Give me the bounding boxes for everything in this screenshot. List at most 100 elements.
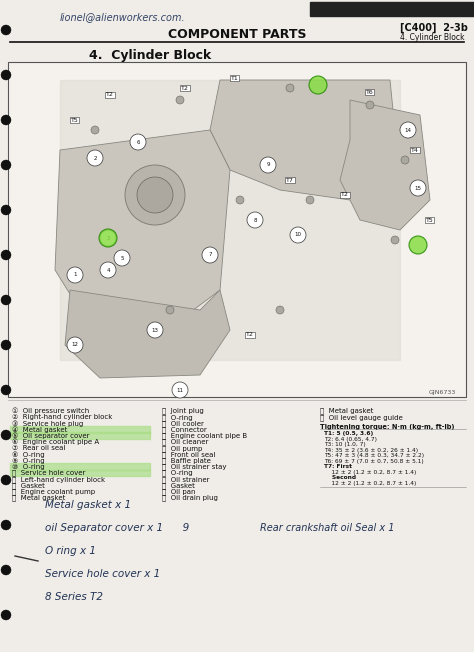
Text: T6: 69 ± 7 (7.0 ± 0.7, 50.8 ± 5.1): T6: 69 ± 7 (7.0 ± 0.7, 50.8 ± 5.1)	[324, 459, 424, 464]
Text: ⑱  Oil cooler: ⑱ Oil cooler	[162, 420, 204, 426]
Text: ⑳  Engine coolant pipe B: ⑳ Engine coolant pipe B	[162, 432, 247, 439]
Text: T6: T6	[366, 89, 374, 95]
Circle shape	[147, 322, 163, 338]
Circle shape	[1, 340, 11, 350]
Text: T5: 47 ± 3 (4.8 ± 0.3, 34.7 ± 2.2): T5: 47 ± 3 (4.8 ± 0.3, 34.7 ± 2.2)	[324, 453, 424, 458]
Text: 7: 7	[208, 252, 212, 258]
Text: ⑽  Oil drain plug: ⑽ Oil drain plug	[162, 494, 218, 501]
Text: ⑰  O-ring: ⑰ O-ring	[162, 414, 192, 421]
Circle shape	[1, 160, 11, 170]
Circle shape	[100, 262, 116, 278]
Circle shape	[276, 306, 284, 314]
Circle shape	[1, 70, 11, 80]
Circle shape	[366, 101, 374, 109]
Bar	[10, 426, 150, 433]
Circle shape	[166, 306, 174, 314]
Text: ⑮  Metal gasket: ⑮ Metal gasket	[12, 494, 65, 501]
Text: ⑦  Rear oil seal: ⑦ Rear oil seal	[12, 445, 65, 451]
Text: ⑹  O-ring: ⑹ O-ring	[162, 469, 192, 477]
Circle shape	[1, 475, 11, 485]
Text: GJN6733: GJN6733	[428, 390, 456, 395]
Polygon shape	[340, 100, 430, 230]
Text: ⑤  Oil separator cover: ⑤ Oil separator cover	[12, 432, 90, 439]
Circle shape	[87, 150, 103, 166]
Text: ①  Oil pressure switch: ① Oil pressure switch	[12, 408, 89, 414]
Text: 6: 6	[136, 140, 140, 145]
Circle shape	[286, 84, 294, 92]
Text: 10: 10	[294, 233, 301, 237]
Circle shape	[100, 230, 116, 246]
Circle shape	[91, 126, 99, 134]
Circle shape	[176, 96, 184, 104]
Bar	[8, 62, 466, 397]
Circle shape	[130, 134, 146, 150]
Text: ②  Right-hand cylinder block: ② Right-hand cylinder block	[12, 414, 112, 420]
Text: 12: 12	[72, 342, 79, 348]
Text: 14: 14	[404, 128, 411, 132]
Text: T5: T5	[426, 218, 434, 222]
Text: ④  Metal gasket: ④ Metal gasket	[12, 426, 67, 433]
Polygon shape	[65, 290, 230, 378]
Text: T5: T5	[71, 117, 79, 123]
Text: ⑧  O-ring: ⑧ O-ring	[12, 451, 45, 458]
Circle shape	[1, 610, 11, 620]
Text: T4: 35 ± 2 (3.6 ± 0.2, 26 ± 1.4): T4: 35 ± 2 (3.6 ± 0.2, 26 ± 1.4)	[324, 448, 418, 453]
Text: T1: T1	[231, 76, 239, 80]
Circle shape	[114, 250, 130, 266]
Text: 12 ± 2 (1.2 ± 0.2, 8.7 ± 1.4): 12 ± 2 (1.2 ± 0.2, 8.7 ± 1.4)	[324, 470, 416, 475]
Text: 8 Series T2: 8 Series T2	[45, 592, 103, 602]
Text: T3: 10 (1.0, 7): T3: 10 (1.0, 7)	[324, 443, 366, 447]
Circle shape	[99, 229, 117, 247]
Circle shape	[260, 157, 276, 173]
Polygon shape	[55, 130, 230, 320]
Circle shape	[125, 165, 185, 225]
Circle shape	[67, 337, 83, 353]
Circle shape	[306, 196, 314, 204]
Text: T2: T2	[341, 192, 349, 198]
Circle shape	[1, 430, 11, 440]
Circle shape	[172, 382, 188, 398]
Text: ⑺  Oil strainer: ⑺ Oil strainer	[162, 476, 210, 482]
Text: ⑼  Oil pan: ⑼ Oil pan	[162, 488, 195, 495]
Text: T7: First: T7: First	[324, 464, 352, 469]
Text: Metal gasket x 1: Metal gasket x 1	[45, 500, 131, 510]
Text: ⑨  O-ring: ⑨ O-ring	[12, 458, 45, 464]
Circle shape	[1, 250, 11, 260]
Polygon shape	[210, 80, 400, 200]
Circle shape	[401, 156, 409, 164]
Text: ⑷  Baffle plate: ⑷ Baffle plate	[162, 457, 211, 464]
Text: ⑶  Front oil seal: ⑶ Front oil seal	[162, 451, 215, 458]
Text: ⑯  Joint plug: ⑯ Joint plug	[162, 408, 204, 414]
Text: T7: T7	[286, 177, 294, 183]
Text: oil Separator cover x 1      9: oil Separator cover x 1 9	[45, 523, 189, 533]
Text: ⑪  Service hole cover: ⑪ Service hole cover	[12, 469, 85, 477]
Text: 9: 9	[266, 162, 270, 168]
Text: COMPONENT PARTS: COMPONENT PARTS	[168, 27, 306, 40]
Circle shape	[1, 205, 11, 215]
Text: ⑻  Gasket: ⑻ Gasket	[162, 482, 195, 489]
Circle shape	[400, 122, 416, 138]
Circle shape	[202, 247, 218, 263]
Circle shape	[247, 212, 263, 228]
Text: 8: 8	[253, 218, 257, 222]
Text: 1: 1	[73, 273, 77, 278]
Bar	[10, 464, 150, 470]
Text: T2: T2	[181, 85, 189, 91]
Text: ⑵  Oil pump: ⑵ Oil pump	[162, 445, 202, 451]
Text: 4: 4	[106, 267, 110, 273]
Text: T2: T2	[246, 333, 254, 338]
Text: Rear crankshaft oil Seal x 1: Rear crankshaft oil Seal x 1	[260, 523, 394, 533]
Text: ⑭  Engine coolant pump: ⑭ Engine coolant pump	[12, 488, 95, 495]
Text: ⑫  Left-hand cylinder block: ⑫ Left-hand cylinder block	[12, 476, 105, 482]
Circle shape	[1, 295, 11, 305]
Text: ⑩  O-ring: ⑩ O-ring	[12, 464, 45, 470]
Circle shape	[1, 25, 11, 35]
Text: 4.  Cylinder Block: 4. Cylinder Block	[89, 50, 211, 63]
Text: ⑾  Metal gasket: ⑾ Metal gasket	[320, 408, 374, 414]
Text: Second: Second	[324, 475, 356, 481]
Text: 2: 2	[93, 155, 97, 160]
Text: ⑿  Oil level gauge guide: ⑿ Oil level gauge guide	[320, 414, 403, 421]
Text: 13: 13	[152, 327, 158, 333]
Circle shape	[410, 180, 426, 196]
Text: [C400]  2-3b: [C400] 2-3b	[400, 23, 468, 33]
